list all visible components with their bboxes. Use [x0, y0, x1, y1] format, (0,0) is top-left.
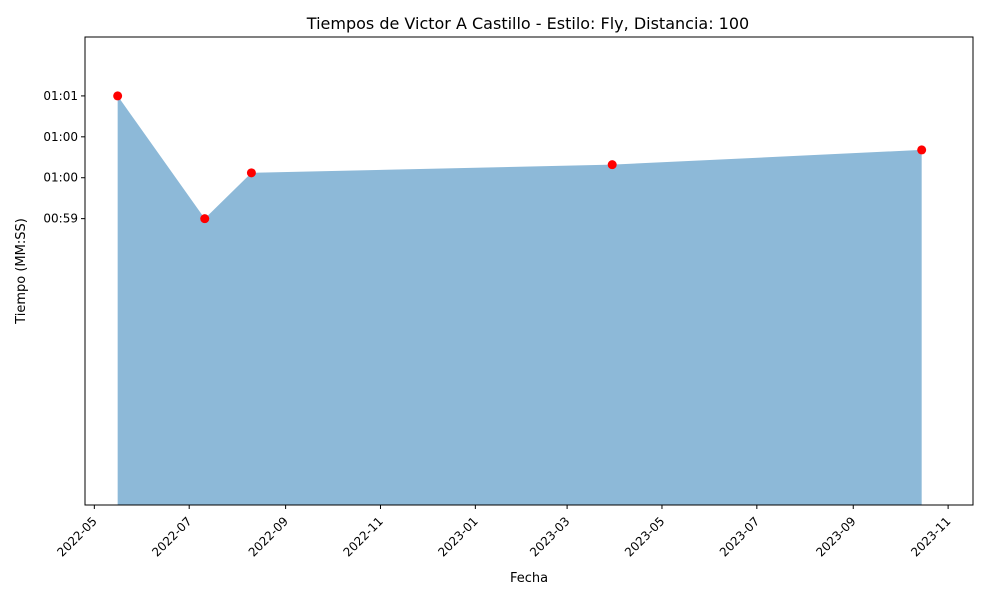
x-tick-label: 2023-07 [717, 514, 762, 559]
plot-area [113, 91, 927, 505]
y-tick-label: 00:59 [43, 212, 78, 226]
y-tick-label: 01:00 [43, 130, 78, 144]
x-tick-label: 2023-03 [527, 514, 572, 559]
y-axis: 01:01 01:00 01:00 00:59 [43, 89, 85, 226]
x-axis: 2022-05 2022-07 2022-09 2022-11 2023-01 2023-… [54, 505, 954, 560]
data-point [607, 160, 617, 170]
x-tick-label: 2023-01 [435, 514, 480, 559]
plot-frame [84, 36, 974, 506]
x-tick-label: 2022-09 [246, 514, 291, 559]
area-series [117, 95, 922, 505]
y-tick-label: 01:00 [43, 171, 78, 185]
chart-title: Tiempos de Victor A Castillo - Estilo: F… [306, 14, 749, 33]
x-tick-label: 2023-09 [813, 514, 858, 559]
x-tick-label: 2022-11 [341, 514, 386, 559]
data-point [113, 91, 123, 101]
x-tick-label: 2023-05 [622, 514, 667, 559]
x-tick-label: 2022-07 [149, 514, 194, 559]
data-point [917, 145, 927, 155]
y-tick-label: 01:01 [43, 89, 78, 103]
x-tick-label: 2023-11 [908, 514, 953, 559]
x-tick-label: 2022-05 [54, 514, 99, 559]
x-axis-label: Fecha [510, 571, 548, 586]
data-point [246, 168, 256, 178]
y-axis-label: Tiempo (MM:SS) [14, 218, 29, 325]
data-point [200, 214, 210, 224]
